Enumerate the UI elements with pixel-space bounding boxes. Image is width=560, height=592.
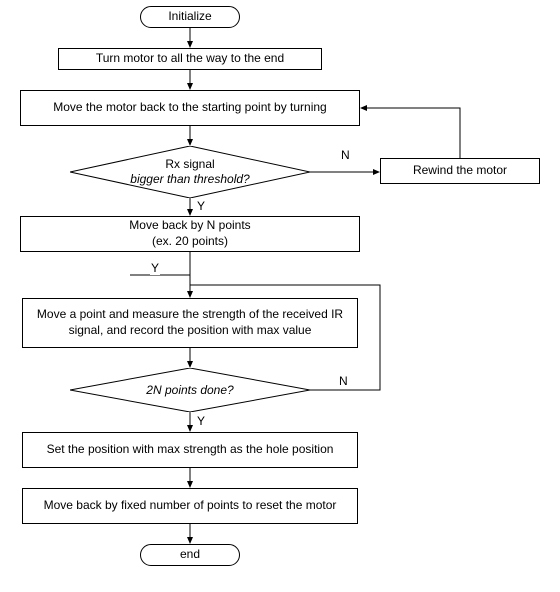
rx-no-label: N xyxy=(340,148,351,162)
done-decision-node: 2N points done? xyxy=(70,368,310,412)
set-pos-label: Set the position with max strength as th… xyxy=(47,442,334,458)
end-node: end xyxy=(140,544,240,566)
rx-line2: bigger than threshold? xyxy=(130,172,249,187)
turn-end-label: Turn motor to all the way to the end xyxy=(96,51,284,67)
move-back-start-node: Move the motor back to the starting poin… xyxy=(20,90,360,126)
done-no-label: N xyxy=(338,374,349,388)
rx-decision-text: Rx signal bigger than threshold? xyxy=(130,157,249,187)
done-yes-label: Y xyxy=(196,414,206,428)
reset-label: Move back by fixed number of points to r… xyxy=(44,498,337,514)
start-label: Initialize xyxy=(168,9,211,25)
measure-node: Move a point and measure the strength of… xyxy=(22,298,358,348)
reset-node: Move back by fixed number of points to r… xyxy=(22,488,358,524)
set-pos-node: Set the position with max strength as th… xyxy=(22,432,358,468)
rx-yes-label: Y xyxy=(196,199,206,213)
rewind-node: Rewind the motor xyxy=(380,158,540,184)
measure-label: Move a point and measure the strength of… xyxy=(29,307,351,338)
move-back-n-node: Move back by N points (ex. 20 points) xyxy=(20,216,360,252)
rewind-label: Rewind the motor xyxy=(413,163,507,179)
rx-line1: Rx signal xyxy=(130,157,249,172)
move-back-n-line2: (ex. 20 points) xyxy=(152,234,228,250)
rx-decision-node: Rx signal bigger than threshold? xyxy=(70,146,310,198)
start-node: Initialize xyxy=(140,6,240,28)
flowchart-container: Initialize Turn motor to all the way to … xyxy=(0,0,560,592)
done-decision-text: 2N points done? xyxy=(146,383,233,398)
end-label: end xyxy=(180,547,200,563)
move-back-n-line1: Move back by N points xyxy=(129,218,250,234)
turn-end-node: Turn motor to all the way to the end xyxy=(58,48,322,70)
move-back-start-label: Move the motor back to the starting poin… xyxy=(53,100,326,116)
y-spur-label: Y xyxy=(150,261,160,275)
